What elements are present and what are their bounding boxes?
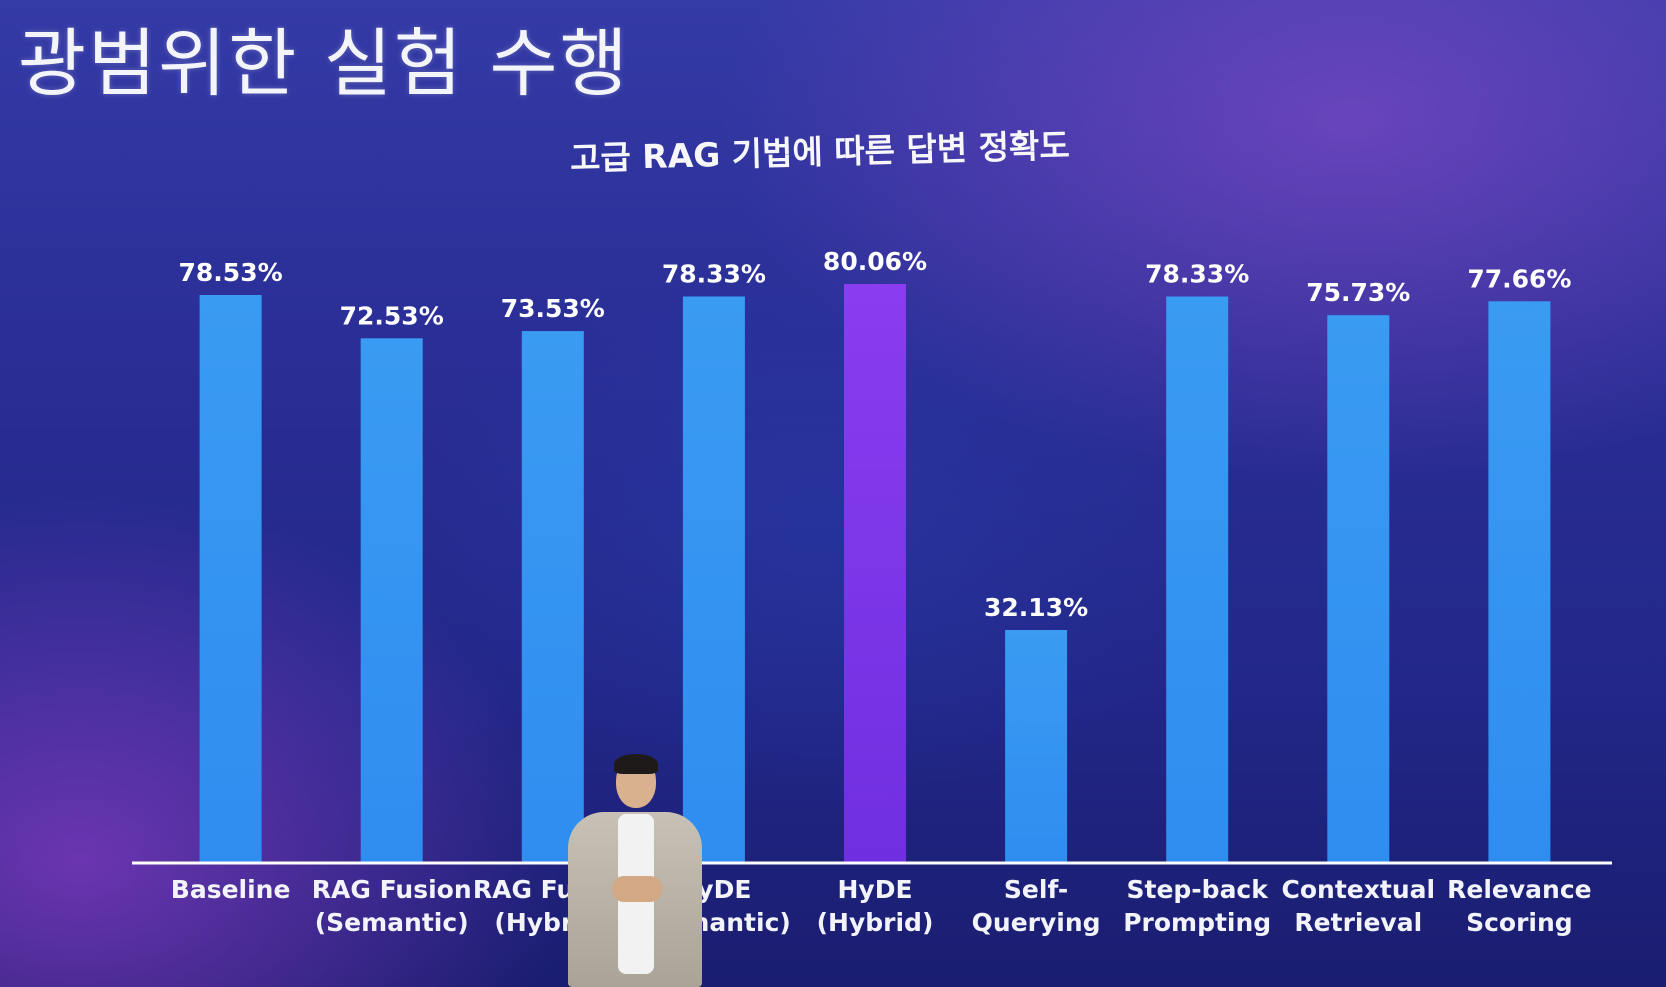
category-label-7-line-1: Retrieval xyxy=(1294,908,1422,937)
category-label-8-line-1: Scoring xyxy=(1466,908,1573,937)
presenter-hands xyxy=(612,876,662,902)
category-label-6-line-1: Prompting xyxy=(1123,908,1271,937)
bar-7 xyxy=(1327,315,1390,862)
bars-layer xyxy=(199,284,1551,863)
bar-2 xyxy=(521,331,584,863)
value-label-6: 78.33% xyxy=(1145,260,1249,289)
bar-4 xyxy=(844,284,906,862)
bar-6 xyxy=(1166,296,1229,862)
value-label-7: 75.73% xyxy=(1306,278,1410,307)
category-label-5-line-1: Querying xyxy=(972,908,1101,937)
value-label-4: 80.06% xyxy=(823,247,927,276)
category-label-6-line-0: Step-back xyxy=(1126,875,1269,904)
value-label-8: 77.66% xyxy=(1467,264,1571,293)
bar-8 xyxy=(1488,301,1551,862)
value-label-5: 32.13% xyxy=(984,593,1088,622)
value-label-1: 72.53% xyxy=(340,301,444,330)
category-label-7-line-0: Contextual xyxy=(1282,875,1436,904)
category-label-1-line-0: RAG Fusion xyxy=(312,875,472,904)
category-label-4-line-0: HyDE xyxy=(837,875,912,904)
bar-3 xyxy=(682,296,745,862)
category-label-1-line-1: (Semantic) xyxy=(315,908,469,937)
category-label-5-line-0: Self- xyxy=(1004,875,1068,904)
presenter-hair xyxy=(614,754,658,774)
category-label-0-line-0: Baseline xyxy=(171,875,291,904)
value-label-3: 78.33% xyxy=(662,260,766,289)
value-label-2: 73.53% xyxy=(501,294,605,323)
bar-5 xyxy=(1005,630,1068,862)
slide-title: 광범위한 실험 수행 xyxy=(18,21,630,107)
category-label-4-line-1: (Hybrid) xyxy=(817,908,934,937)
category-labels-layer: Baseline RAG Fusion(Semantic)RAG Fusion(H… xyxy=(171,875,1592,937)
value-labels-layer: 78.53% 72.53% 73.53% 78.33% 80.06% 32.13% 78.3… xyxy=(179,247,1572,622)
bar-0 xyxy=(199,295,262,862)
bar-1 xyxy=(360,338,423,862)
value-label-0: 78.53% xyxy=(179,258,283,287)
presenter-photo xyxy=(560,754,710,987)
category-label-8-line-0: Relevance xyxy=(1447,875,1591,904)
